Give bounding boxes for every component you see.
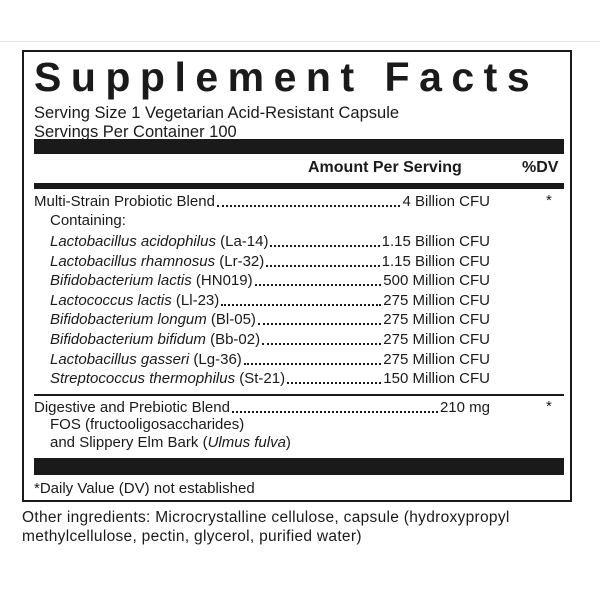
dv-value: * — [546, 398, 552, 415]
strain-amount: 500 Million CFU — [383, 272, 490, 290]
strain-code: (St-21) — [239, 370, 286, 388]
dot-leader — [266, 264, 380, 267]
strain-name: Bifidobacterium bifidum (Bb-02) — [50, 330, 260, 349]
digestive-row: Digestive and Prebiotic Blend 210 mg — [34, 398, 490, 417]
ingredient-name: Multi-Strain Probiotic Blend — [34, 193, 215, 210]
supplement-facts-panel: Supplement Facts Serving Size 1 Vegetari… — [22, 50, 572, 502]
strain-code: (Ll-23) — [175, 291, 220, 309]
strain-code: (HN019) — [195, 272, 253, 290]
strain-code: (Bl-05) — [210, 311, 256, 329]
ingredient-name: Digestive and Prebiotic Blend — [34, 399, 230, 416]
serving-size: Serving Size 1 Vegetarian Acid-Resistant… — [34, 104, 400, 122]
text: ) — [285, 434, 291, 451]
divider — [0, 41, 600, 42]
species: Lactococcus lactis — [50, 291, 172, 309]
containing-label: Containing: — [50, 212, 126, 229]
dot-leader — [262, 343, 382, 345]
thick-bar — [34, 458, 564, 475]
strain-name: Streptococcus thermophilus (St-21) — [50, 369, 285, 388]
dot-leader — [270, 245, 380, 247]
strain-amount: 1.15 Billion CFU — [381, 233, 490, 250]
strain-amount: 275 Million CFU — [383, 350, 490, 368]
amount-header: Amount Per Serving — [308, 159, 462, 176]
slippery-elm-line: and Slippery Elm Bark (Ulmus fulva) — [50, 434, 291, 451]
text: and Slippery Elm Bark ( — [50, 434, 208, 451]
divider — [34, 394, 564, 396]
species: Lactobacillus rhamnosus — [50, 252, 216, 270]
probiotic-row: Multi-Strain Probiotic Blend 4 Billion C… — [34, 192, 490, 211]
dot-leader — [257, 323, 382, 326]
strain-row: Streptococcus thermophilus (St-21) 150 Mi… — [50, 369, 490, 388]
species: Bifidobacterium longum — [50, 311, 207, 329]
strain-amount: 275 Million CFU — [383, 311, 490, 329]
strain-row: Bifidobacterium lactis (HN019) 500 Millio… — [50, 271, 490, 290]
servings-per-container: Servings Per Container 100 — [34, 123, 237, 141]
strain-code: (La-14) — [220, 233, 269, 250]
ingredient-amount: 4 Billion CFU — [402, 193, 490, 210]
dv-value: * — [546, 192, 552, 209]
species: Bifidobacterium bifidum — [50, 331, 206, 348]
strain-name: Lactococcus lactis (Ll-23) — [50, 291, 219, 310]
dot-leader — [216, 205, 401, 207]
dot-leader — [231, 411, 438, 413]
species: Bifidobacterium lactis — [50, 272, 192, 290]
strain-code: (Bb-02) — [210, 331, 261, 348]
strain-name: Lactobacillus rhamnosus (Lr-32) — [50, 252, 264, 271]
species: Streptococcus thermophilus — [50, 370, 236, 388]
strain-row: Lactobacillus acidophilus (La-14) 1.15 Bi… — [50, 232, 490, 251]
species: Lactobacillus acidophilus — [50, 233, 216, 250]
strain-amount: 1.15 Billion CFU — [381, 252, 490, 270]
species: Lactobacillus gasseri — [50, 350, 190, 368]
strain-name: Lactobacillus gasseri (Lg-36) — [50, 350, 242, 369]
dot-leader — [254, 284, 382, 287]
strain-amount: 275 Million CFU — [383, 331, 490, 348]
strain-code: (Lr-32) — [219, 252, 265, 270]
strain-name: Bifidobacterium longum (Bl-05) — [50, 310, 256, 329]
dv-header: %DV — [522, 159, 559, 176]
dot-leader — [243, 362, 382, 365]
latin-name: Ulmus fulva — [207, 434, 286, 451]
strain-amount: 275 Million CFU — [383, 291, 490, 309]
strain-amount: 150 Million CFU — [383, 370, 490, 388]
fos-line: FOS (fructooligosaccharides) — [50, 416, 245, 433]
dot-leader — [287, 382, 382, 385]
strain-row: Lactobacillus gasseri (Lg-36) 275 Million… — [50, 350, 490, 369]
strain-name: Lactobacillus acidophilus (La-14) — [50, 232, 268, 251]
strain-row: Bifidobacterium bifidum (Bb-02) 275 Milli… — [50, 330, 490, 349]
ingredient-amount: 210 mg — [439, 399, 490, 416]
panel-title: Supplement Facts — [34, 54, 540, 100]
dot-leader — [221, 303, 382, 306]
strain-row: Bifidobacterium longum (Bl-05) 275 Millio… — [50, 310, 490, 329]
strain-row: Lactobacillus rhamnosus (Lr-32) 1.15 Bill… — [50, 252, 490, 271]
strain-name: Bifidobacterium lactis (HN019) — [50, 271, 253, 290]
other-ingredients-line: Other ingredients: Microcrystalline cell… — [22, 509, 510, 526]
other-ingredients-line: methylcellulose, pectin, glycerol, purif… — [22, 528, 362, 545]
footnote: *Daily Value (DV) not established — [34, 480, 255, 497]
header-bar — [34, 183, 564, 189]
strain-code: (Lg-36) — [193, 350, 242, 368]
thick-bar — [34, 139, 564, 154]
strain-row: Lactococcus lactis (Ll-23) 275 Million CF… — [50, 291, 490, 310]
